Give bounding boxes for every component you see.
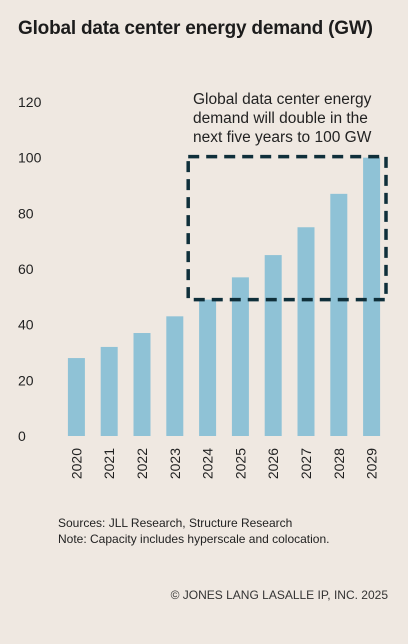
annotation-dashed-box [186, 154, 388, 302]
x-tick-label: 2025 [232, 448, 248, 479]
chart-title: Global data center energy demand (GW) [18, 18, 373, 39]
bar-2023 [166, 316, 184, 436]
x-tick-label: 2020 [68, 448, 84, 479]
y-tick-label: 60 [18, 261, 34, 277]
x-tick-label: 2024 [200, 448, 216, 479]
sources-block: Sources: JLL Research, Structure Researc… [58, 515, 330, 547]
x-tick-label: 2022 [134, 448, 150, 479]
bar-2020 [67, 358, 85, 436]
note-text: Note: Capacity includes hyperscale and c… [58, 532, 330, 546]
bar-2021 [100, 346, 118, 436]
bar-2028 [330, 193, 348, 436]
sources-text: Sources: JLL Research, Structure Researc… [58, 516, 293, 530]
x-tick-label: 2023 [167, 448, 183, 479]
bar-2029 [363, 157, 381, 436]
copyright-text: © JONES LANG LASALLE IP, INC. 2025 [170, 588, 388, 602]
y-tick-label: 120 [18, 94, 42, 110]
annotation-line-1: Global data center energy [193, 91, 372, 108]
bar-2022 [133, 333, 151, 436]
bar-2025 [231, 277, 249, 436]
x-tick-label: 2021 [101, 448, 117, 479]
x-tick-label: 2029 [364, 448, 380, 479]
y-tick-label: 0 [18, 428, 26, 444]
annotation-line-3: next five years to 100 GW [193, 129, 372, 146]
y-tick-label: 100 [18, 150, 42, 166]
annotation-line-2: demand will double in the [193, 110, 368, 127]
bar-2026 [264, 255, 282, 436]
y-tick-label: 40 [18, 317, 34, 333]
x-tick-label: 2028 [331, 448, 347, 479]
annotation-text: Global data center energy demand will do… [193, 90, 405, 147]
bar-2024 [199, 299, 217, 436]
x-tick-label: 2027 [298, 448, 314, 479]
x-tick-label: 2026 [265, 448, 281, 479]
y-tick-label: 20 [18, 372, 34, 388]
y-tick-label: 80 [18, 205, 34, 221]
bar-2027 [297, 227, 315, 436]
